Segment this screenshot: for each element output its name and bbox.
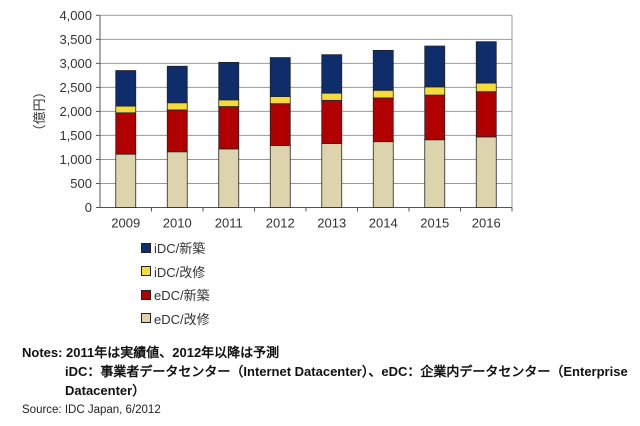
legend-swatch <box>141 289 151 300</box>
notes-line-1: Notes: 2011年は実績値、2012年以降は予測 <box>22 345 280 360</box>
y-tick-label: 4,000 <box>59 8 92 23</box>
bar-segment-iDC/新築 <box>372 49 394 91</box>
bar-segment-iDC/新築 <box>321 54 343 94</box>
y-tick-label: 3,000 <box>59 56 92 71</box>
bar-segment-eDC/新築 <box>424 94 446 141</box>
notes-line-3: Datacenter） <box>65 383 146 398</box>
x-tick-label: 2011 <box>215 216 243 231</box>
legend-swatch <box>141 266 151 277</box>
bar-segment-iDC/改修 <box>424 86 446 96</box>
bar-segment-iDC/新築 <box>475 41 497 84</box>
legend-label: iDC/改修 <box>154 264 206 280</box>
notes: Notes: 2011年は実績値、2012年以降は予測 iDC：事業者データセン… <box>22 343 628 400</box>
y-tick-label: 2,500 <box>59 80 92 95</box>
y-tick-label: 1,000 <box>59 152 92 167</box>
bar-segment-eDC/改修 <box>269 145 291 208</box>
legend-item: eDC/新築 <box>141 283 210 307</box>
bar-segment-iDC/新築 <box>115 70 137 107</box>
bar-segment-iDC/改修 <box>372 89 394 99</box>
bar-segment-iDC/改修 <box>115 105 137 114</box>
bar-segment-iDC/改修 <box>166 102 188 111</box>
bar-segment-eDC/新築 <box>115 112 137 155</box>
bar-segment-eDC/改修 <box>475 136 497 208</box>
bar-segment-eDC/改修 <box>166 151 188 208</box>
y-tick-label: 1,500 <box>59 128 92 143</box>
notes-line-2: iDC：事業者データセンター（Internet Datacenter）、eDC：… <box>65 364 628 379</box>
bar-segment-iDC/改修 <box>269 96 291 105</box>
stacked-bar-chart: 0 500 1,000 1,500 2,000 2,500 3,000 3,500 4,000 （… <box>32 8 513 231</box>
legend-item: iDC/新築 <box>141 236 210 260</box>
bar-segment-iDC/新築 <box>218 61 240 101</box>
y-tick-label: 3,500 <box>59 32 92 47</box>
legend-item: eDC/改修 <box>141 307 210 331</box>
bar-segment-eDC/改修 <box>424 139 446 208</box>
bar-segment-eDC/新築 <box>372 97 394 143</box>
bar-segment-iDC/新築 <box>424 45 446 88</box>
x-tick-label: 2010 <box>163 216 192 231</box>
x-tick-label: 2012 <box>266 216 295 231</box>
bar-segment-iDC/改修 <box>218 99 240 107</box>
x-tick-label: 2015 <box>420 216 449 231</box>
bar-segment-eDC/新築 <box>166 109 188 153</box>
bar-segment-eDC/改修 <box>115 153 137 208</box>
source-text: Source: IDC Japan, 6/2012 <box>22 404 161 416</box>
bar-segment-iDC/改修 <box>321 92 343 101</box>
bar-segment-eDC/改修 <box>372 141 394 208</box>
bar-segment-eDC/改修 <box>321 143 343 208</box>
bar-segment-iDC/改修 <box>475 82 497 93</box>
bar-segment-eDC/新築 <box>218 106 240 150</box>
x-tick-label: 2009 <box>111 216 140 231</box>
legend-label: eDC/改修 <box>154 311 210 327</box>
bar-segment-eDC/新築 <box>475 91 497 138</box>
legend-label: eDC/新築 <box>154 288 210 304</box>
x-tick-label: 2016 <box>472 216 501 231</box>
x-tick-label: 2013 <box>317 216 346 231</box>
y-tick-label: 500 <box>70 176 92 191</box>
bar-segment-eDC/新築 <box>321 99 343 144</box>
legend-swatch <box>141 313 151 324</box>
y-tick-label: 0 <box>85 200 92 215</box>
bar-segment-iDC/新築 <box>269 57 291 97</box>
bar-segment-eDC/改修 <box>218 148 240 208</box>
legend-swatch <box>141 242 151 253</box>
legend: iDC/新築 iDC/改修 eDC/新築 eDC/改修 <box>141 236 210 330</box>
bar-segment-eDC/新築 <box>269 103 291 146</box>
bar-segment-iDC/新築 <box>166 65 188 104</box>
legend-label: iDC/新築 <box>154 241 206 257</box>
y-tick-label: 2,000 <box>59 104 92 119</box>
x-tick-label: 2014 <box>369 216 398 231</box>
y-axis-label: （億円） <box>32 85 47 137</box>
legend-item: iDC/改修 <box>141 260 210 284</box>
